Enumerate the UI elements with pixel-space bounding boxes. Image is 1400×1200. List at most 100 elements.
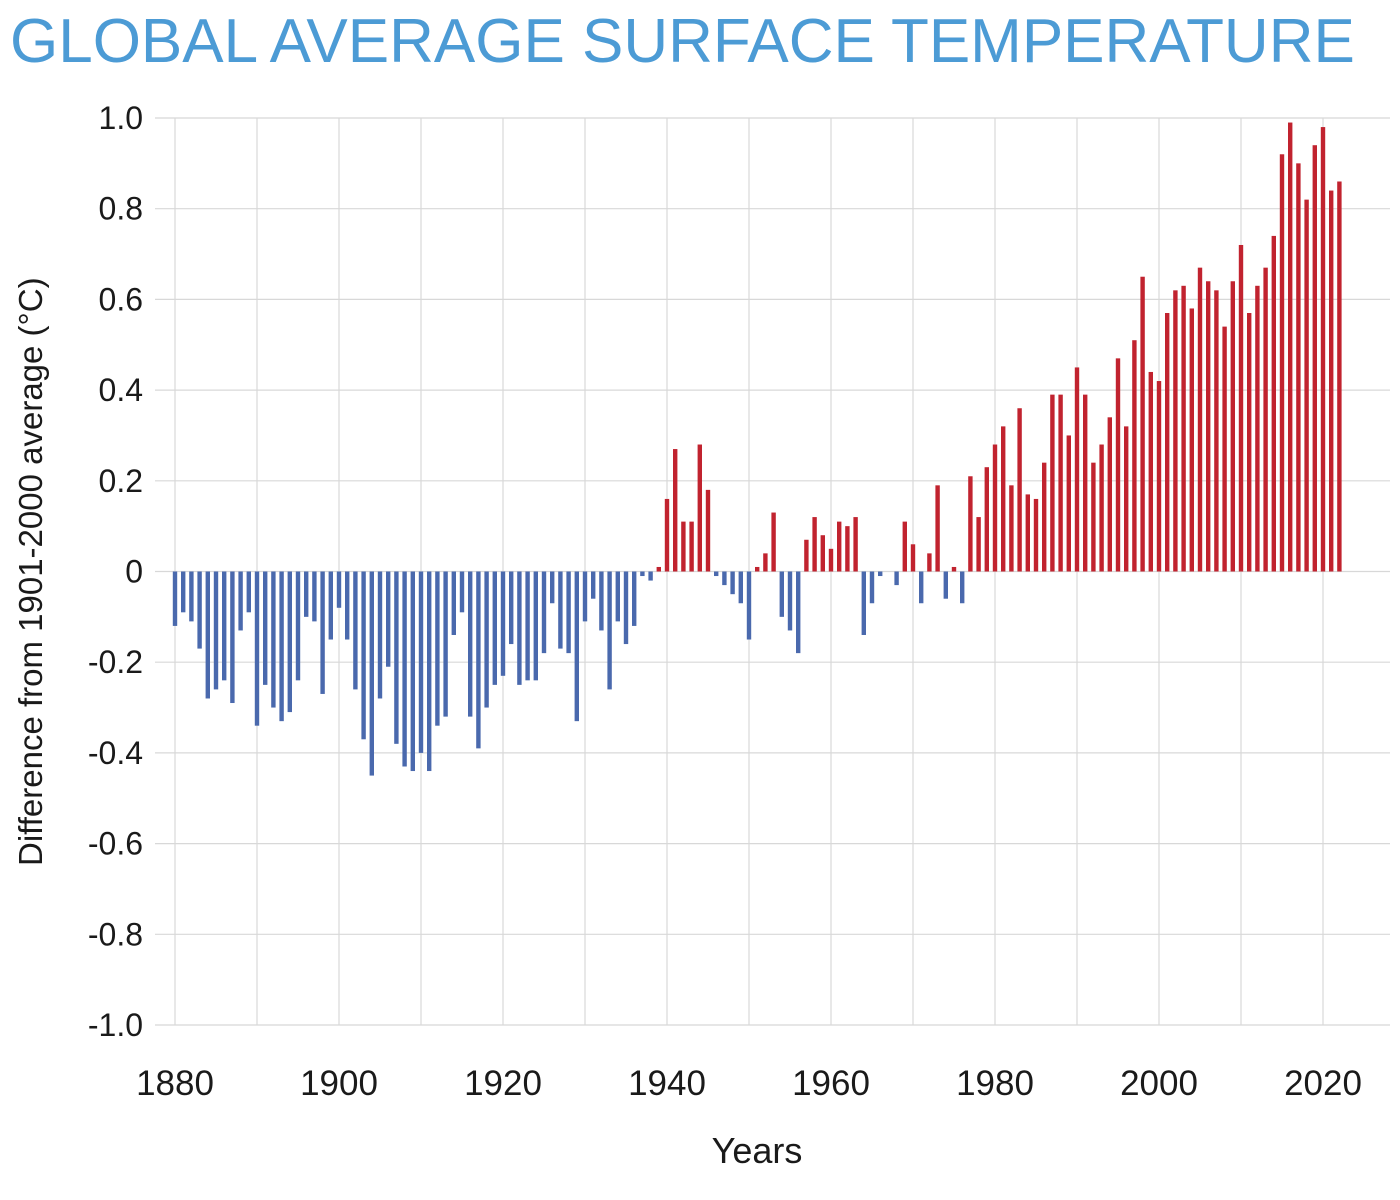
bar-1892 [271,571,276,708]
bar-1947 [722,571,727,586]
bar-1995 [1115,358,1121,572]
bar-1992 [1091,462,1096,572]
bar-1902 [353,571,358,690]
bar-1976 [960,571,965,604]
bar-1910 [418,571,424,753]
bar-1956 [796,571,801,654]
bar-1961 [837,521,842,572]
bar-1894 [287,571,292,713]
bar-1938 [648,571,653,581]
bar-1900 [336,571,342,608]
bar-1949 [738,571,743,604]
bar-1980 [992,444,998,572]
bar-1942 [681,521,686,572]
bar-1922 [517,571,522,685]
y-tick-label: 0.2 [99,463,143,499]
bar-1885 [213,571,219,690]
bar-1999 [1148,371,1153,572]
bar-1914 [451,571,456,635]
bar-1899 [328,571,333,640]
bar-1970 [910,544,916,572]
bar-1881 [181,571,186,613]
bar-2019 [1312,145,1317,572]
bar-1953 [771,512,776,572]
bar-1929 [574,571,579,722]
bar-2005 [1197,267,1203,572]
bar-1919 [492,571,497,685]
bar-1951 [755,566,760,572]
y-tick-label: 1.0 [99,100,143,136]
bar-1964 [861,571,866,635]
bar-1994 [1107,417,1112,572]
bar-2014 [1271,235,1276,572]
bar-1973 [935,485,940,572]
bar-2003 [1181,285,1186,572]
bar-1890 [254,571,260,726]
bar-1925 [541,571,547,654]
bar-1993 [1099,444,1104,572]
bar-2001 [1165,313,1170,572]
bar-1915 [459,571,465,613]
bar-2007 [1214,290,1219,572]
y-tick-label: -0.6 [88,826,143,862]
y-tick-label: 0.6 [99,281,143,317]
bar-1979 [984,467,989,572]
bar-1974 [943,571,948,599]
bar-1988 [1058,394,1063,572]
bar-1957 [804,539,809,572]
bar-2010 [1238,244,1244,572]
bar-1954 [779,571,784,617]
bar-1990 [1074,367,1080,572]
bar-1940 [664,498,670,572]
bar-1917 [476,571,481,749]
bar-1959 [820,535,825,572]
bar-1991 [1083,394,1088,572]
bar-1907 [394,571,399,744]
bar-1911 [427,571,432,772]
bar-1912 [435,571,440,726]
bar-1939 [656,566,661,572]
bar-1955 [787,571,793,631]
bar-1928 [566,571,571,654]
bar-1960 [828,548,834,572]
y-tick-label: 0.4 [99,372,143,408]
x-tick-label: 1920 [464,1064,542,1103]
bar-2009 [1230,281,1235,572]
bar-1985 [1033,498,1039,572]
bar-1936 [632,571,637,626]
y-axis-title: Difference from 1901-2000 average (°C) [12,277,49,866]
bar-1908 [402,571,407,767]
bar-1962 [845,526,850,572]
bar-1932 [599,571,604,631]
x-tick-label: 2020 [1284,1064,1362,1103]
bar-1883 [197,571,202,649]
bar-1948 [730,571,735,595]
bar-2006 [1206,281,1211,572]
bar-1886 [222,571,227,681]
bar-2022 [1337,181,1342,572]
bar-1913 [443,571,448,717]
bar-1966 [878,571,883,577]
bar-2013 [1263,267,1268,572]
bar-2015 [1279,154,1285,572]
bar-1943 [689,521,694,572]
bar-1989 [1066,435,1071,572]
bar-1901 [345,571,350,640]
y-tick-label: 0 [125,554,143,590]
chart-title: GLOBAL AVERAGE SURFACE TEMPERATURE [10,7,1355,76]
bar-1952 [763,553,768,572]
x-tick-label: 1900 [300,1064,378,1103]
bar-1923 [525,571,530,681]
bar-1916 [468,571,473,717]
bar-1975 [951,566,957,572]
bar-1895 [295,571,301,681]
bar-1971 [919,571,924,604]
bar-1921 [509,571,514,645]
bar-1880 [172,571,178,626]
bar-2016 [1288,122,1293,572]
y-tick-label: -1.0 [88,1007,143,1043]
x-tick-label: 1960 [792,1064,870,1103]
y-tick-label: -0.8 [88,916,143,952]
